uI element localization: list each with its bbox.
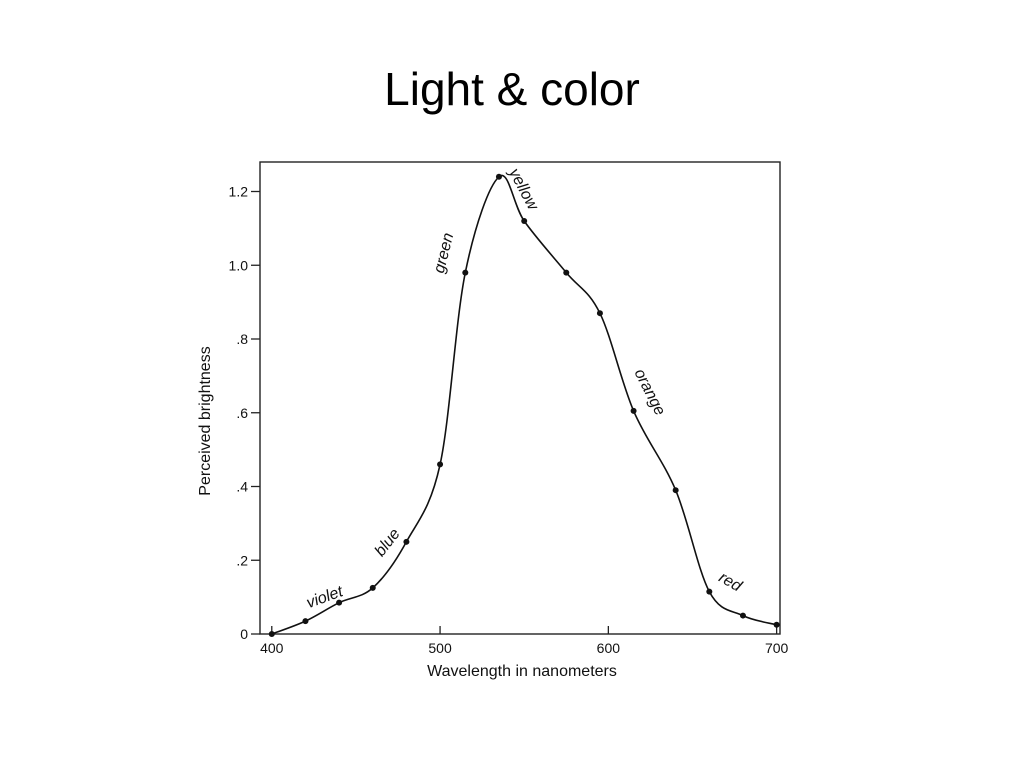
y-tick-label: 0: [240, 626, 248, 642]
data-point: [369, 584, 376, 591]
data-point: [630, 407, 637, 414]
annotation-violet: violet: [304, 583, 345, 612]
data-points: [268, 173, 780, 637]
y-axis-ticks: 0 .2 .4 .6 .8 1.0 1.2: [229, 184, 260, 642]
plot-frame: [259, 161, 781, 635]
data-point: [336, 599, 343, 606]
slide-title: Light & color: [384, 63, 640, 115]
y-axis-title: Perceived brightness: [197, 346, 214, 495]
x-tick-label: 700: [765, 640, 789, 656]
x-tick-label: 500: [428, 640, 452, 656]
data-point: [672, 487, 679, 494]
annotation-green: green: [431, 231, 457, 275]
data-point: [403, 538, 410, 545]
y-tick-label: 1.2: [229, 184, 249, 200]
y-tick-label: .6: [236, 405, 248, 421]
data-point: [495, 173, 502, 180]
data-point: [302, 618, 309, 625]
data-point: [521, 218, 528, 224]
y-tick-label: .8: [236, 331, 248, 347]
data-point: [462, 269, 469, 276]
data-point: [773, 621, 780, 628]
x-axis-title: Wavelength in nanometers: [427, 663, 617, 680]
x-tick-label: 400: [260, 640, 284, 656]
data-point: [739, 612, 746, 619]
x-axis-ticks: 400 500 600 700: [260, 626, 789, 656]
brightness-curve: [271, 174, 777, 635]
x-tick-label: 600: [597, 640, 621, 656]
y-tick-label: .2: [236, 552, 248, 568]
data-point: [706, 588, 713, 595]
y-tick-label: 1.0: [229, 257, 249, 273]
y-tick-label: .4: [236, 479, 248, 495]
annotation-red: red: [716, 569, 745, 596]
data-point: [596, 310, 603, 317]
data-point: [437, 461, 444, 468]
data-point: [268, 631, 275, 637]
data-point: [563, 269, 570, 276]
